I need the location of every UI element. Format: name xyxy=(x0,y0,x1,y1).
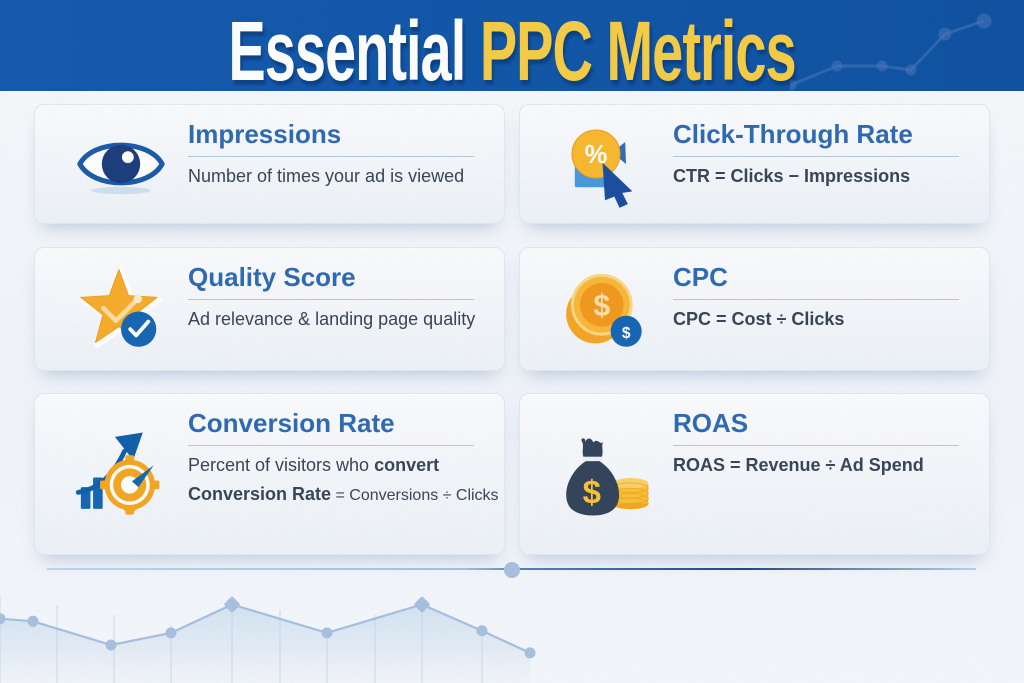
svg-text:$: $ xyxy=(593,289,610,322)
svg-text:$: $ xyxy=(583,473,601,510)
svg-text:$: $ xyxy=(622,325,631,342)
